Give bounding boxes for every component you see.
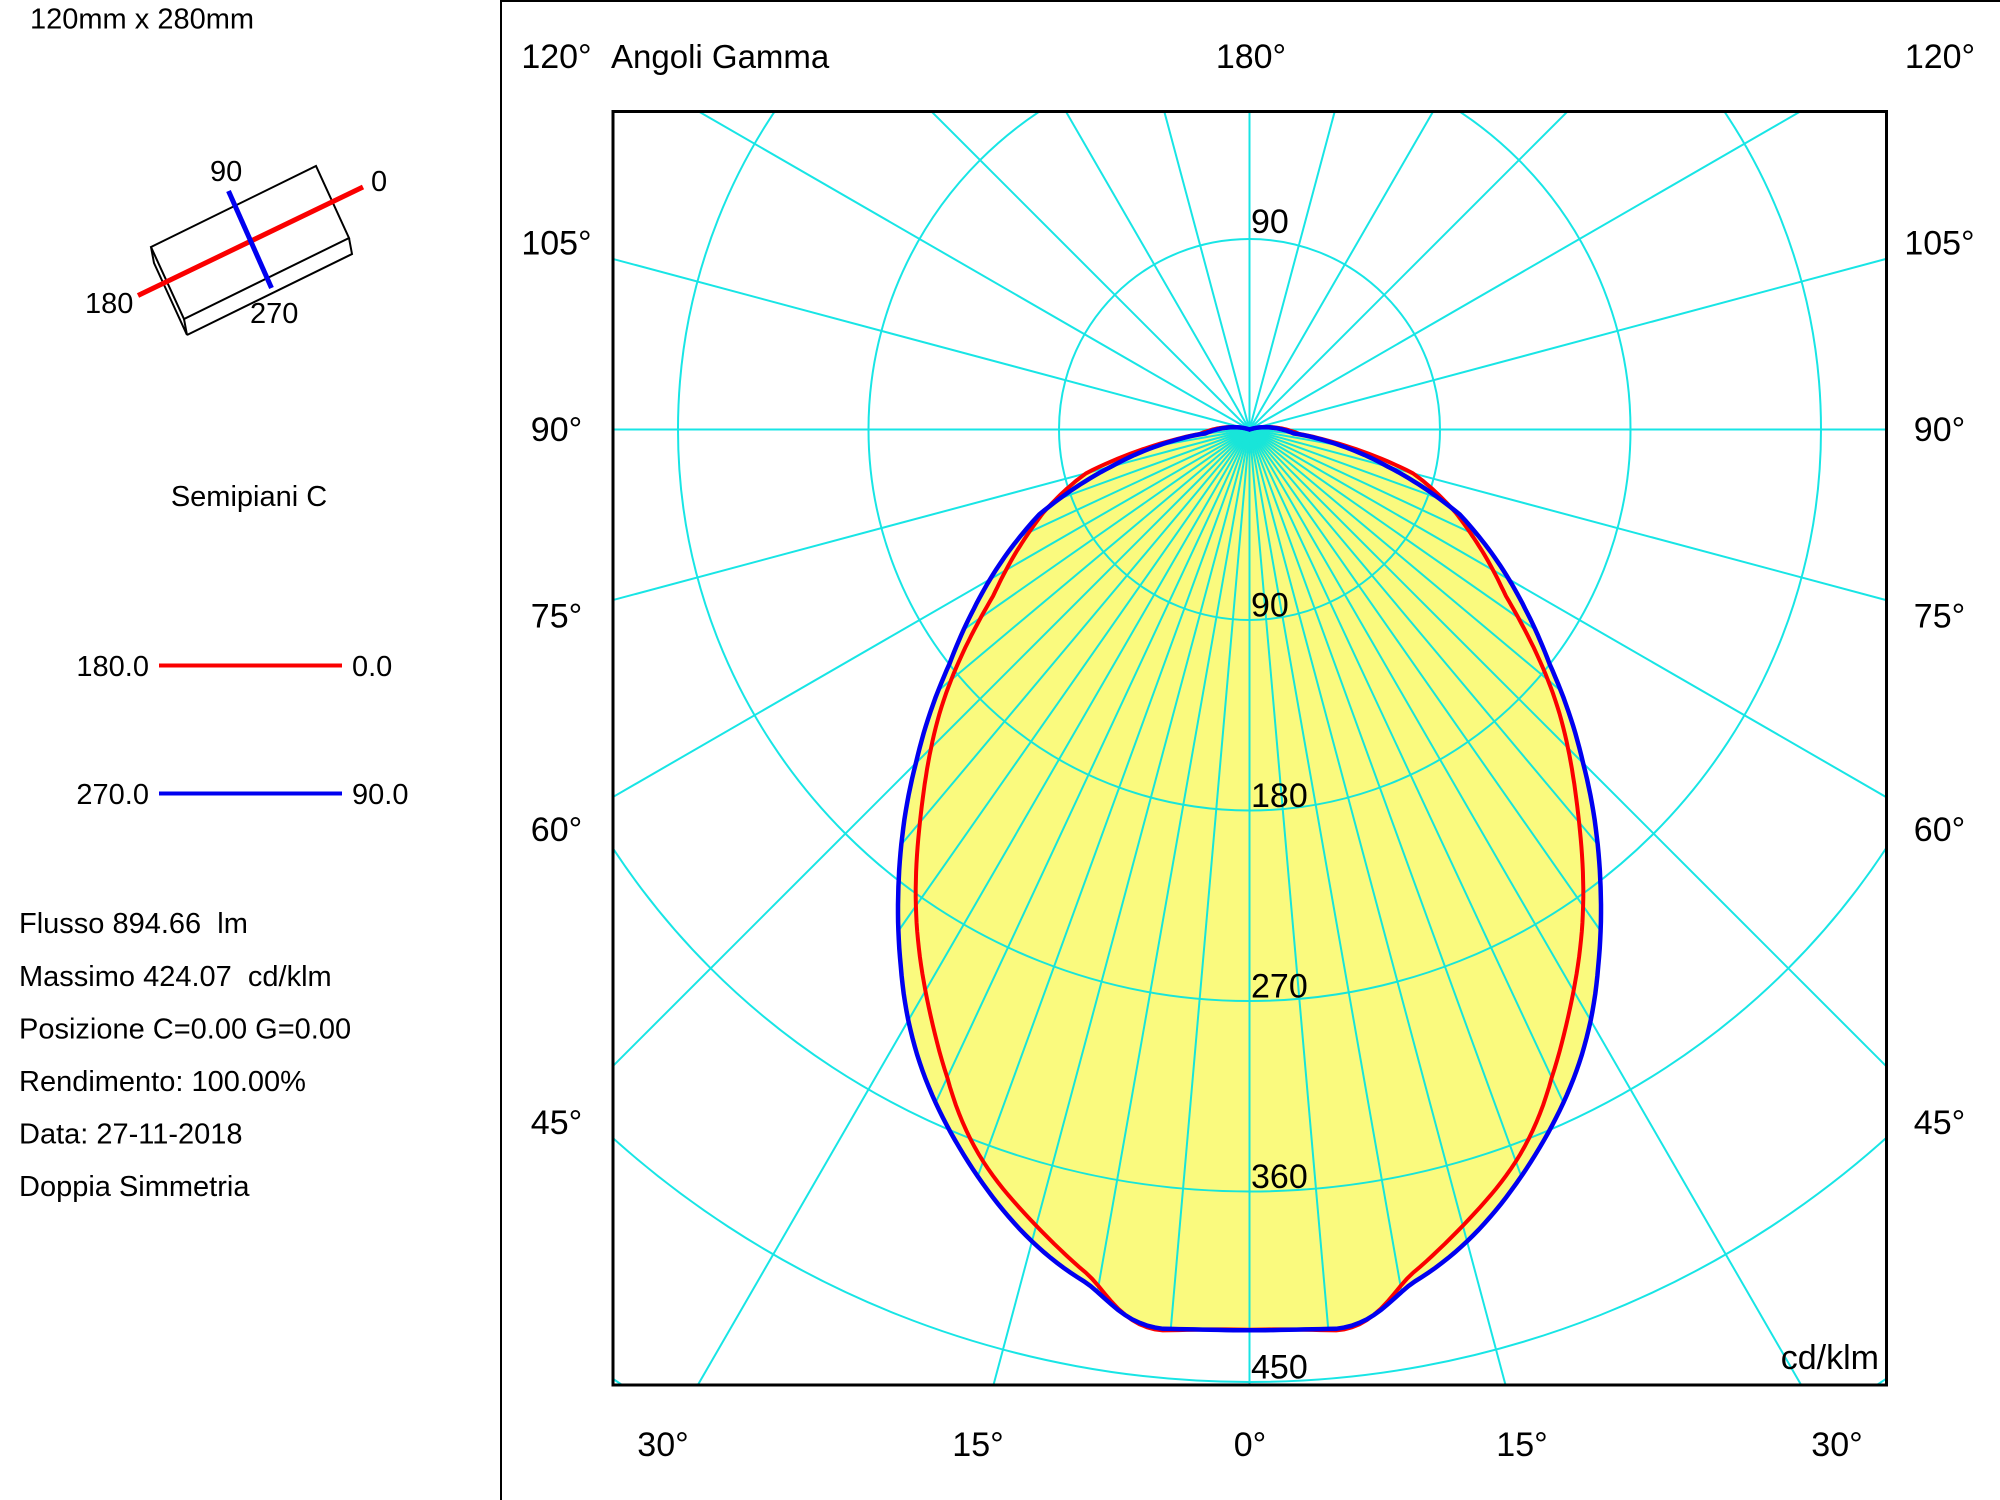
svg-text:Angoli Gamma: Angoli Gamma — [611, 38, 830, 75]
svg-text:Posizione C=0.00 G=0.00: Posizione C=0.00 G=0.00 — [19, 1014, 351, 1046]
svg-text:30°: 30° — [1811, 1426, 1862, 1464]
svg-text:Rendimento: 100.00%: Rendimento: 100.00% — [19, 1066, 306, 1098]
svg-text:Data: 27-11-2018: Data: 27-11-2018 — [19, 1119, 243, 1151]
svg-text:15°: 15° — [1496, 1426, 1547, 1464]
svg-text:90.0: 90.0 — [352, 779, 408, 811]
svg-text:105°: 105° — [521, 225, 591, 263]
svg-text:120°: 120° — [521, 38, 591, 76]
svg-text:90°: 90° — [531, 411, 582, 449]
svg-text:120mm x 280mm: 120mm x 280mm — [30, 4, 254, 36]
svg-text:90: 90 — [1251, 203, 1289, 241]
svg-text:45°: 45° — [1914, 1104, 1965, 1142]
svg-text:450: 450 — [1251, 1349, 1308, 1387]
svg-text:90: 90 — [1251, 587, 1289, 625]
svg-text:270: 270 — [1251, 968, 1308, 1006]
svg-text:15°: 15° — [952, 1426, 1003, 1464]
svg-text:45°: 45° — [531, 1104, 582, 1142]
svg-text:270.0: 270.0 — [76, 779, 149, 811]
svg-text:75°: 75° — [531, 598, 582, 636]
svg-text:60°: 60° — [531, 811, 582, 849]
svg-text:60°: 60° — [1914, 811, 1965, 849]
svg-text:270: 270 — [250, 298, 298, 330]
svg-text:120°: 120° — [1905, 38, 1975, 76]
svg-text:180: 180 — [85, 288, 133, 320]
svg-text:Semipiani C: Semipiani C — [171, 481, 327, 513]
svg-text:105°: 105° — [1904, 225, 1974, 263]
svg-text:0: 0 — [371, 166, 387, 198]
svg-text:0.0: 0.0 — [352, 651, 392, 683]
svg-text:90°: 90° — [1914, 411, 1965, 449]
svg-text:cd/klm: cd/klm — [1781, 1339, 1879, 1377]
svg-text:75°: 75° — [1914, 598, 1965, 636]
svg-text:180.0: 180.0 — [76, 651, 149, 683]
svg-text:90: 90 — [210, 156, 242, 188]
svg-text:Massimo 424.07 cd/klm: Massimo 424.07 cd/klm — [19, 961, 332, 993]
svg-text:180: 180 — [1251, 777, 1308, 815]
svg-text:180°: 180° — [1216, 38, 1286, 76]
svg-text:30°: 30° — [637, 1426, 688, 1464]
svg-text:Flusso 894.66 lm: Flusso 894.66 lm — [19, 908, 248, 940]
svg-text:Doppia Simmetria: Doppia Simmetria — [19, 1171, 250, 1203]
svg-text:360: 360 — [1251, 1158, 1308, 1196]
svg-text:0°: 0° — [1234, 1426, 1267, 1464]
